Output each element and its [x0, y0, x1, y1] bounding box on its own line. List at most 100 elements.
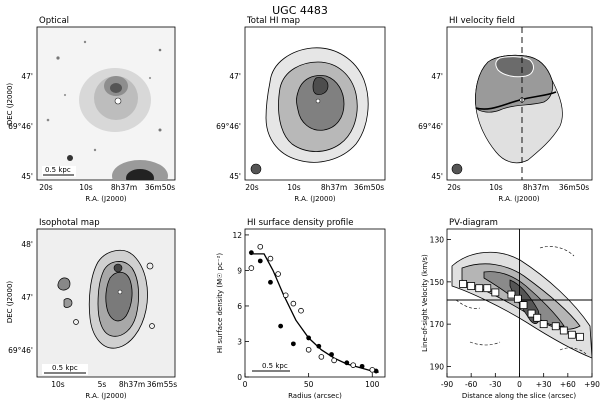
velocity-field-ytick: 45' [431, 172, 443, 181]
data-point-filled [316, 343, 322, 349]
data-point-filled [306, 335, 312, 341]
surface-density-xlabel: Radius (arcsec) [288, 392, 342, 400]
velocity-field-title: HI velocity field [449, 16, 515, 26]
surface-density-scalebar-label: 0.5 kpc [262, 362, 288, 370]
data-point-open [282, 292, 289, 299]
y-tick-label: 130 [430, 236, 445, 245]
optical-title: Optical [39, 16, 69, 26]
total-hi-panel: Total HI map 47' 69°46' 45' 20s 10s 8h37… [216, 16, 386, 203]
data-point-open [298, 307, 304, 314]
isophotal-panel: Isophotal map 48' 47' 69°46' DEC (J2000)… [6, 218, 177, 400]
beam-marker [250, 163, 262, 175]
data-point-filled [278, 323, 284, 329]
hi-contours [265, 47, 369, 163]
optical-ytick: 45' [21, 172, 33, 181]
optical-xtick: 20s [39, 183, 53, 192]
velocity-field-xlabel: R.A. (J2000) [498, 195, 540, 203]
rotation-curve-point [567, 330, 576, 339]
data-point-open [267, 255, 274, 262]
data-point-filled [257, 258, 263, 264]
pv-diagram-ylabel: Line-of-sight Velocity (km/s) [421, 254, 429, 352]
data-point-filled [359, 363, 365, 369]
y-tick-label: 9 [237, 266, 242, 275]
isophote-contours [57, 249, 155, 349]
y-tick-label: 3 [237, 337, 242, 346]
rotation-curve-point [483, 284, 492, 293]
total-hi-ytick: 69°46' [216, 122, 241, 131]
velocity-field-ytick: 69°46' [418, 122, 443, 131]
rotation-curve-point [527, 309, 536, 318]
rotation-curve-point [539, 320, 548, 329]
rotation-curve-point [467, 282, 476, 290]
y-tick-label: 12 [232, 231, 242, 240]
rotation-curve-point [459, 280, 468, 288]
surface-density-ylabel: HI surface density (M☉ pc⁻²) [216, 253, 224, 354]
rotation-curve-point [551, 322, 560, 331]
y-tick-label: 0 [237, 373, 242, 382]
isophotal-xlabel: R.A. (J2000) [85, 392, 127, 400]
y-tick-label: 190 [430, 362, 445, 371]
data-point-filled [290, 341, 296, 347]
pv-diagram-panel: PV-diagram 130 150 170 190 -90 -60 -30 0 +30 +60 +… [421, 218, 600, 400]
rotation-curve-point [475, 284, 484, 293]
velocity-regions [475, 54, 563, 164]
rotation-curve-point [559, 326, 568, 335]
isophotal-xtick: 8h37m [119, 380, 145, 389]
rotation-curve-point [491, 288, 500, 297]
y-tick-label: 150 [430, 278, 445, 287]
isophotal-ytick: 69°46' [8, 346, 33, 355]
total-hi-xtick: 20s [245, 183, 259, 192]
optical-panel: Optical 47' 69°46' 45' DEC (J2000) 20s 1… [6, 16, 176, 203]
isophotal-xtick: 36m55s [147, 380, 177, 389]
optical-xlabel: R.A. (J2000) [85, 195, 127, 203]
optical-xtick: 36m50s [145, 183, 175, 192]
beam-marker [451, 163, 463, 175]
x-tick-label: 50 [304, 380, 314, 389]
data-point-open [369, 367, 376, 373]
x-tick-label: 0 [243, 380, 248, 389]
velocity-field-panel: HI velocity field 47' 69°46' 45' 20s 10s… [418, 16, 593, 203]
rotation-curve-point [576, 332, 584, 341]
velocity-field-xtick: 10s [489, 183, 503, 192]
x-tick-label: -30 [489, 380, 501, 389]
y-tick-label: 6 [237, 302, 242, 311]
isophotal-xtick: 5s [98, 380, 107, 389]
figure-title: UGC 4483 [272, 4, 328, 17]
y-tick-label: 170 [430, 320, 445, 329]
data-point-open [305, 346, 312, 353]
rotation-curve-point [533, 313, 542, 322]
isophotal-xtick: 10s [51, 380, 65, 389]
x-tick-label: +90 [584, 380, 600, 389]
isophotal-scalebar-label: 0.5 kpc [52, 364, 78, 372]
data-point-open [257, 243, 264, 250]
total-hi-ytick: 45' [229, 172, 241, 181]
velocity-field-xtick: 36m50s [559, 183, 589, 192]
surface-density-title: HI surface density profile [247, 218, 353, 228]
total-hi-xtick: 36m50s [354, 183, 384, 192]
data-point-open [248, 265, 255, 271]
x-tick-label: 0 [517, 380, 522, 389]
total-hi-xtick: 10s [287, 183, 301, 192]
optical-ytick: 69°46' [8, 122, 33, 131]
optical-scalebar-label: 0.5 kpc [45, 166, 71, 174]
data-point-filled [248, 250, 254, 256]
optical-ylabel: DEC (J2000) [6, 83, 14, 126]
optical-xtick: 10s [79, 183, 93, 192]
isophotal-ylabel: DEC (J2000) [6, 281, 14, 324]
rotation-curve-point [513, 294, 522, 303]
rotation-curve-point [507, 290, 516, 299]
data-point-filled [344, 360, 350, 366]
optical-xtick: 8h37m [111, 183, 137, 192]
x-tick-label: -60 [465, 380, 477, 389]
data-point-open [275, 271, 281, 277]
pv-diagram-title: PV-diagram [449, 218, 498, 228]
total-hi-ytick: 47' [229, 72, 241, 81]
total-hi-xlabel: R.A. (J2000) [294, 195, 336, 203]
optical-ytick: 47' [21, 72, 33, 81]
x-tick-label: 100 [365, 380, 380, 389]
data-point-open [350, 362, 356, 368]
data-point-filled [268, 279, 273, 285]
data-point-open [318, 354, 325, 360]
rotation-curve-point [519, 301, 528, 310]
